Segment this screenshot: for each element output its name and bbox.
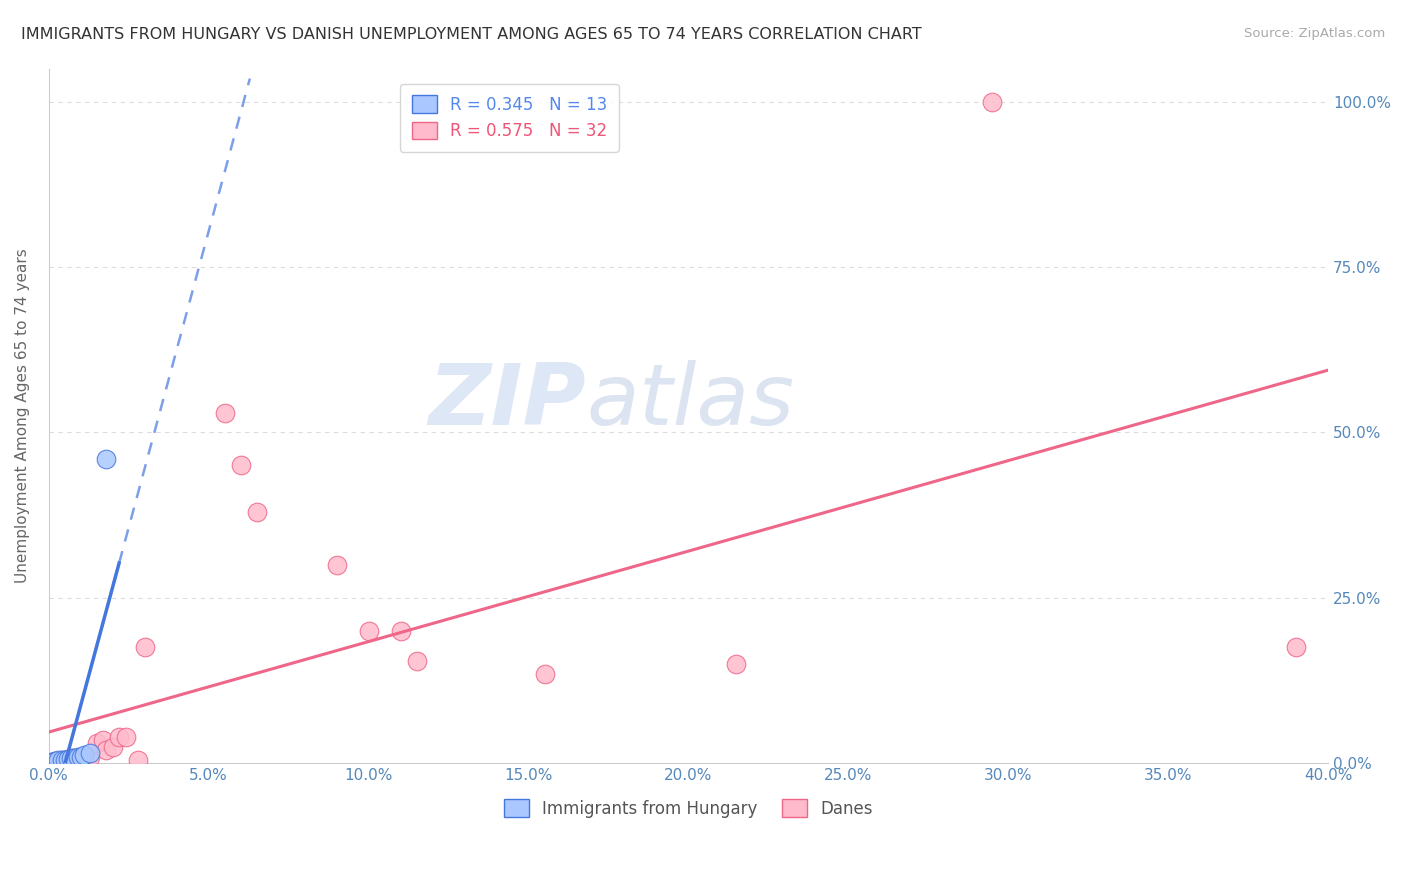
Point — [44, 754, 66, 768]
Point — [53, 753, 76, 767]
Point — [56, 753, 79, 767]
Point — [725, 657, 748, 671]
Point — [51, 754, 73, 768]
Point — [66, 750, 89, 764]
Point — [46, 754, 69, 768]
Point — [51, 754, 73, 768]
Point — [214, 405, 236, 419]
Point — [69, 749, 91, 764]
Point — [60, 752, 83, 766]
Point — [69, 751, 91, 765]
Point — [134, 640, 156, 655]
Point — [389, 624, 412, 638]
Text: atlas: atlas — [586, 360, 794, 443]
Point — [46, 754, 69, 768]
Point — [533, 666, 555, 681]
Legend: Immigrants from Hungary, Danes: Immigrants from Hungary, Danes — [496, 793, 880, 824]
Point — [79, 746, 101, 760]
Point — [96, 743, 118, 757]
Point — [66, 751, 89, 765]
Point — [41, 755, 63, 769]
Point — [114, 730, 136, 744]
Point — [101, 739, 124, 754]
Point — [108, 730, 131, 744]
Point — [56, 752, 79, 766]
Point — [60, 751, 83, 765]
Point — [63, 751, 86, 765]
Point — [63, 751, 86, 765]
Point — [246, 505, 269, 519]
Point — [91, 733, 114, 747]
Point — [229, 458, 252, 473]
Point — [73, 751, 96, 765]
Point — [325, 558, 347, 572]
Text: ZIP: ZIP — [429, 360, 586, 443]
Point — [76, 750, 98, 764]
Point — [405, 654, 427, 668]
Point — [79, 749, 101, 764]
Text: IMMIGRANTS FROM HUNGARY VS DANISH UNEMPLOYMENT AMONG AGES 65 TO 74 YEARS CORRELA: IMMIGRANTS FROM HUNGARY VS DANISH UNEMPL… — [21, 27, 922, 42]
Point — [44, 754, 66, 768]
Y-axis label: Unemployment Among Ages 65 to 74 years: Unemployment Among Ages 65 to 74 years — [15, 249, 30, 583]
Point — [41, 755, 63, 769]
Point — [1285, 640, 1308, 655]
Point — [357, 624, 380, 638]
Point — [127, 753, 149, 767]
Point — [86, 736, 108, 750]
Point — [96, 451, 118, 466]
Text: Source: ZipAtlas.com: Source: ZipAtlas.com — [1244, 27, 1385, 40]
Point — [73, 748, 96, 763]
Point — [53, 753, 76, 767]
Point — [981, 95, 1004, 109]
